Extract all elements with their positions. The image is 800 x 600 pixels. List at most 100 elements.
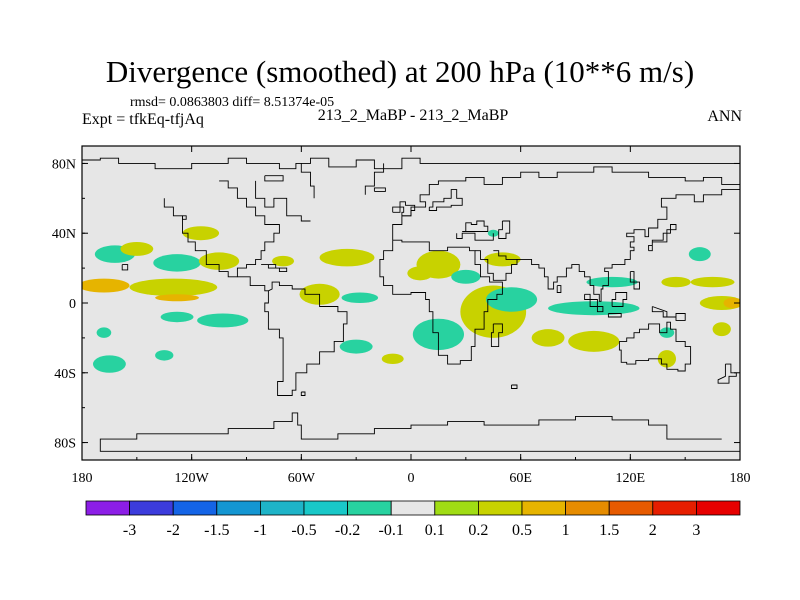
coastline-27 (399, 201, 416, 217)
coastline-0 (82, 157, 740, 170)
coastline-7 (392, 166, 740, 241)
colorbar-box-7 (390, 500, 436, 516)
contour-region-29 (586, 276, 638, 288)
coastline-19 (618, 321, 692, 372)
colorbar-label-4: -0.5 (291, 522, 316, 539)
colorbar-box-11 (565, 500, 610, 516)
contour-region-13 (197, 313, 249, 328)
colorbar-box-5 (303, 500, 348, 516)
coastline-11 (475, 250, 518, 281)
coastline-15 (607, 313, 622, 318)
coastline-16 (611, 292, 628, 307)
colorbar-box-8 (434, 500, 479, 516)
contour-region-2 (155, 294, 199, 302)
coastline-17 (648, 224, 677, 252)
coastline-29 (182, 215, 187, 220)
x-tick-label-60E: 60E (509, 471, 532, 486)
x-tick-label-120W: 120W (175, 471, 210, 486)
contour-region-16 (155, 350, 174, 361)
coastline-8 (379, 240, 503, 365)
coastline-1 (219, 180, 280, 292)
colorbar-label-6: -0.1 (379, 522, 404, 539)
contour-region-1 (129, 278, 218, 297)
coastline-30 (264, 175, 284, 182)
contour-region-18 (381, 353, 404, 365)
coastline-35 (498, 220, 511, 239)
coastline-31 (99, 412, 740, 452)
x-tick-label-180: 180 (72, 471, 93, 486)
contour-region-6 (120, 241, 154, 256)
coastline-33 (428, 189, 463, 211)
colorbar-label-5: -0.2 (335, 522, 360, 539)
chart-title: Divergence (smoothed) at 200 hPa (10**6 … (105, 54, 695, 89)
coastline-25 (300, 391, 306, 396)
coastline-5 (300, 163, 315, 199)
stats-line: rmsd= 0.0863803 diff= 8.51374e-05 (130, 95, 335, 110)
contour-region-36 (657, 350, 677, 368)
contour-region-26 (531, 329, 565, 347)
colorbar-box-1 (129, 500, 174, 516)
contour-fill-group (82, 226, 740, 373)
colorbar-label-0: -3 (123, 522, 136, 539)
contour-region-8 (272, 255, 295, 267)
coastline-23 (121, 264, 129, 271)
contour-region-20 (407, 266, 433, 281)
contour-region-5 (198, 252, 240, 270)
contour-region-21 (451, 269, 481, 284)
contour-region-0 (82, 278, 130, 293)
case-label: 213_2_MaBP - 213_2_MaBP (317, 107, 509, 124)
y-tick-label-0: 0 (69, 297, 76, 312)
contour-region-12 (160, 311, 194, 323)
colorbar-box-13 (652, 500, 697, 516)
colorbar-label-12: 2 (649, 522, 657, 539)
contour-region-22 (484, 252, 521, 267)
y-tick-label-40S: 40S (54, 367, 76, 382)
contour-region-17 (339, 339, 373, 354)
colorbar-label-13: 3 (692, 522, 700, 539)
colorbar-box-0 (85, 500, 130, 516)
coastline-24 (261, 264, 288, 273)
coastline-9 (392, 239, 470, 252)
coastline-14 (584, 293, 604, 313)
colorbar-box-2 (172, 500, 218, 516)
colorbar-label-7: 0.1 (425, 522, 445, 539)
coastline-28 (373, 187, 386, 192)
colorbar-label-2: -1.5 (204, 522, 229, 539)
contour-region-37 (712, 322, 731, 337)
x-tick-label-180: 180 (730, 471, 751, 486)
contour-region-31 (690, 276, 735, 288)
colorbar-box-10 (521, 500, 566, 516)
contour-region-11 (341, 292, 379, 303)
plot-background (82, 146, 740, 460)
colorbar-box-3 (216, 500, 261, 516)
contour-region-28 (548, 301, 640, 316)
contour-region-15 (92, 355, 126, 373)
coastline-13 (556, 285, 562, 293)
colorbar-box-12 (608, 500, 654, 516)
coastline-10 (456, 232, 494, 241)
coastline-32 (511, 384, 518, 389)
contour-region-24 (485, 287, 538, 312)
season-label: ANN (707, 108, 742, 125)
contour-region-30 (661, 276, 691, 288)
contour-region-4 (153, 254, 201, 272)
coastline-20 (651, 306, 686, 321)
colorbar-box-6 (347, 500, 392, 516)
colorbar-label-10: 1 (562, 522, 570, 539)
y-tick-label-80S: 80S (54, 437, 76, 452)
contour-region-7 (182, 226, 220, 241)
coastline-18 (629, 271, 640, 290)
contour-region-9 (319, 248, 375, 267)
coastline-group (82, 157, 740, 452)
coastline-3 (163, 198, 238, 278)
colorbar-box-14 (696, 500, 741, 516)
contour-region-27 (568, 330, 620, 352)
coastline-6 (364, 163, 385, 195)
x-tick-label-60W: 60W (288, 471, 316, 486)
coastline-22 (490, 323, 503, 348)
coastline-34 (462, 220, 489, 232)
y-tick-label-80N: 80N (52, 157, 76, 172)
colorbar-box-4 (259, 500, 305, 516)
contour-region-14 (96, 327, 112, 338)
